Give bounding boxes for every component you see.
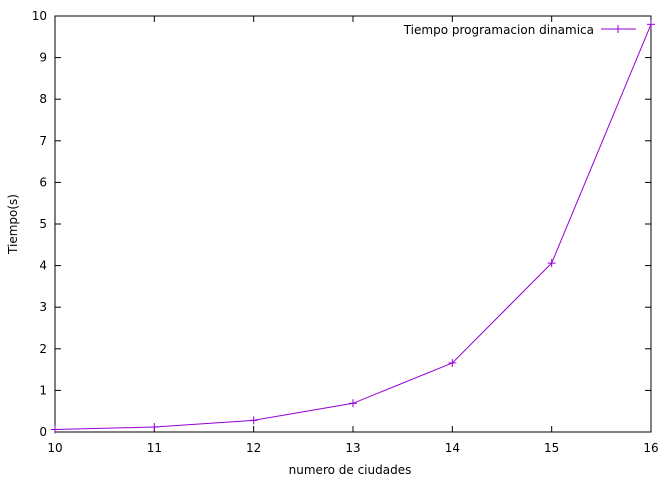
legend-label: Tiempo programacion dinamica xyxy=(403,23,594,37)
data-point xyxy=(547,259,556,268)
data-point xyxy=(349,399,357,408)
x-axis-label: numero de ciudades xyxy=(289,463,412,477)
y-tick-label: 1 xyxy=(39,383,47,397)
data-point xyxy=(647,20,655,29)
y-tick-label: 9 xyxy=(39,51,47,65)
data-point xyxy=(150,423,159,432)
x-tick-label: 15 xyxy=(544,441,559,455)
x-tick-label: 10 xyxy=(47,441,62,455)
y-tick-label: 4 xyxy=(39,259,47,273)
y-axis-label: Tiempo(s) xyxy=(6,194,20,255)
data-point xyxy=(51,425,59,434)
y-tick-label: 8 xyxy=(39,92,47,106)
x-tick-label: 11 xyxy=(147,441,162,455)
y-tick-label: 10 xyxy=(32,9,47,23)
x-tick-label: 12 xyxy=(246,441,261,455)
legend: Tiempo programacion dinamica xyxy=(403,23,636,37)
y-tick-label: 7 xyxy=(39,134,47,148)
y-tick-label: 2 xyxy=(39,342,47,356)
y-tick-label: 3 xyxy=(39,300,47,314)
y-tick-label: 0 xyxy=(39,425,47,439)
plot-frame xyxy=(54,15,652,433)
y-tick-label: 6 xyxy=(39,175,47,189)
data-point xyxy=(249,416,258,425)
y-tick-label: 5 xyxy=(39,217,47,231)
x-tick-label: 13 xyxy=(345,441,360,455)
x-tick-label: 16 xyxy=(643,441,658,455)
x-tick-label: 14 xyxy=(445,441,460,455)
tick-marks xyxy=(54,15,652,433)
series-layer xyxy=(51,20,655,434)
legend-marker xyxy=(614,25,622,33)
data-point xyxy=(448,358,457,367)
series-line xyxy=(54,24,652,430)
